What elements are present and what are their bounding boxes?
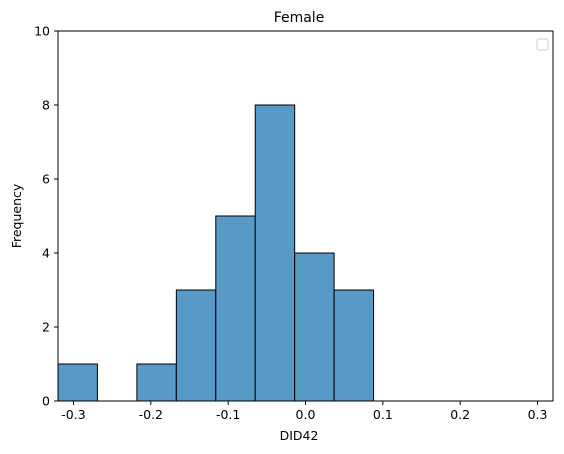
x-tick-label: 0.3: [528, 407, 548, 422]
histogram-bar: [294, 252, 335, 402]
chart-title: Female: [274, 10, 325, 26]
x-tick-label: -0.3: [61, 407, 85, 422]
y-tick-label: 2: [42, 320, 50, 335]
y-tick-label: 4: [42, 246, 50, 261]
x-axis-ticks: -0.3 -0.2 -0.1 0.0 0.1 0.2 0.3: [61, 401, 547, 422]
y-tick-label: 0: [42, 394, 50, 409]
y-tick-label: 8: [42, 98, 50, 113]
plot-frame: [57, 30, 554, 402]
histogram-bar: [57, 363, 98, 402]
x-tick-label: 0.0: [296, 407, 316, 422]
histogram-bar: [254, 104, 296, 402]
y-tick-label: 6: [42, 172, 50, 187]
x-tick-label: -0.1: [216, 407, 240, 422]
bars-group: [57, 104, 375, 402]
y-tick-label: 10: [34, 24, 50, 39]
y-axis-ticks: 0 2 4 6 8 10: [34, 24, 58, 409]
histogram-bar: [136, 363, 177, 402]
x-tick-label: 0.1: [373, 407, 393, 422]
x-tick-label: -0.2: [139, 407, 163, 422]
y-axis-label: Frequency: [9, 183, 24, 248]
legend-box: [536, 38, 549, 51]
histogram-bar: [175, 289, 217, 402]
x-axis-label: DID42: [280, 428, 319, 443]
histogram-bar: [215, 215, 256, 402]
x-tick-label: 0.2: [450, 407, 470, 422]
histogram-bar: [333, 289, 375, 402]
